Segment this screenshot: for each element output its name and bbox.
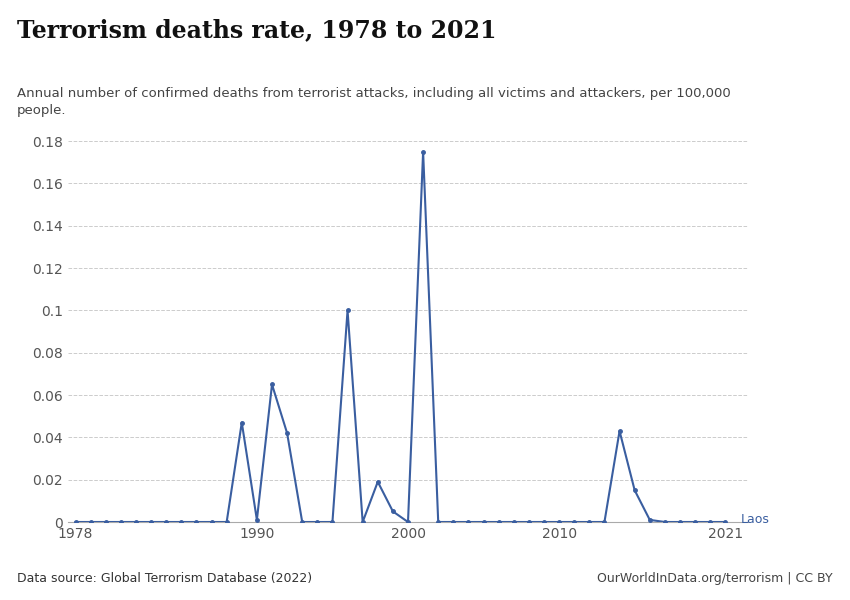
- Text: OurWorldInData.org/terrorism | CC BY: OurWorldInData.org/terrorism | CC BY: [598, 572, 833, 585]
- Text: Data source: Global Terrorism Database (2022): Data source: Global Terrorism Database (…: [17, 572, 312, 585]
- Text: Terrorism deaths rate, 1978 to 2021: Terrorism deaths rate, 1978 to 2021: [17, 18, 496, 42]
- Text: Laos: Laos: [740, 514, 769, 526]
- Text: Annual number of confirmed deaths from terrorist attacks, including all victims : Annual number of confirmed deaths from t…: [17, 87, 731, 117]
- Text: in Data: in Data: [751, 45, 800, 58]
- Text: Our World: Our World: [742, 25, 809, 38]
